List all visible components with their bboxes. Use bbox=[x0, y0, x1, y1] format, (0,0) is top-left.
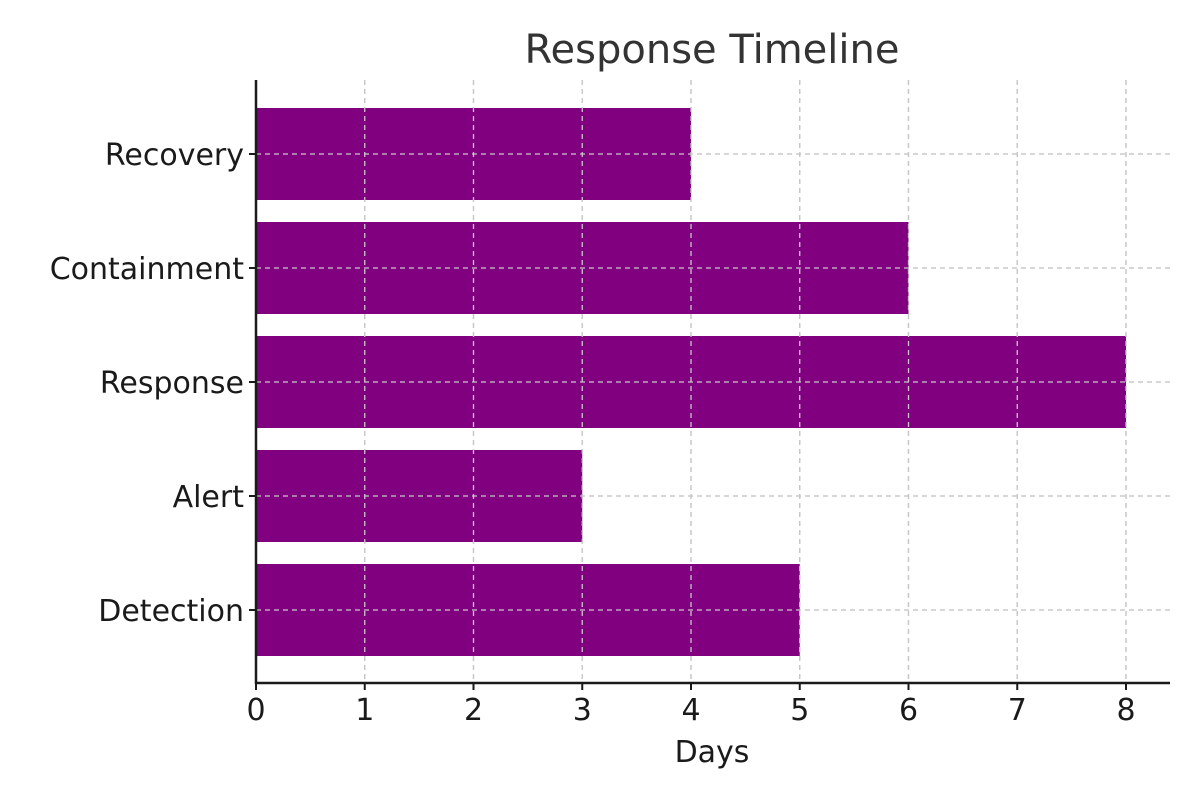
grid-lines-overlay bbox=[256, 80, 1170, 683]
x-tick-labels: 0 1 2 3 4 5 6 7 8 bbox=[246, 683, 1136, 728]
y-tick-label: Containment bbox=[50, 252, 245, 287]
x-tick-label: 4 bbox=[681, 693, 700, 728]
x-tick-label: 5 bbox=[790, 693, 809, 728]
x-tick-label: 0 bbox=[246, 693, 265, 728]
y-tick-label: Response bbox=[100, 366, 244, 401]
x-tick-label: 7 bbox=[1008, 693, 1027, 728]
x-axis-label: Days bbox=[675, 735, 750, 770]
x-tick-label: 3 bbox=[573, 693, 592, 728]
y-tick-label: Detection bbox=[98, 594, 244, 629]
y-tick-label: Alert bbox=[173, 480, 245, 515]
x-tick-label: 6 bbox=[899, 693, 918, 728]
x-tick-label: 2 bbox=[464, 693, 483, 728]
x-tick-label: 8 bbox=[1116, 693, 1135, 728]
y-tick-labels: Detection Alert Response Containment Recover… bbox=[50, 138, 256, 629]
y-tick-label: Recovery bbox=[105, 138, 244, 173]
x-tick-label: 1 bbox=[355, 693, 374, 728]
chart-title: Response Timeline bbox=[525, 27, 900, 73]
